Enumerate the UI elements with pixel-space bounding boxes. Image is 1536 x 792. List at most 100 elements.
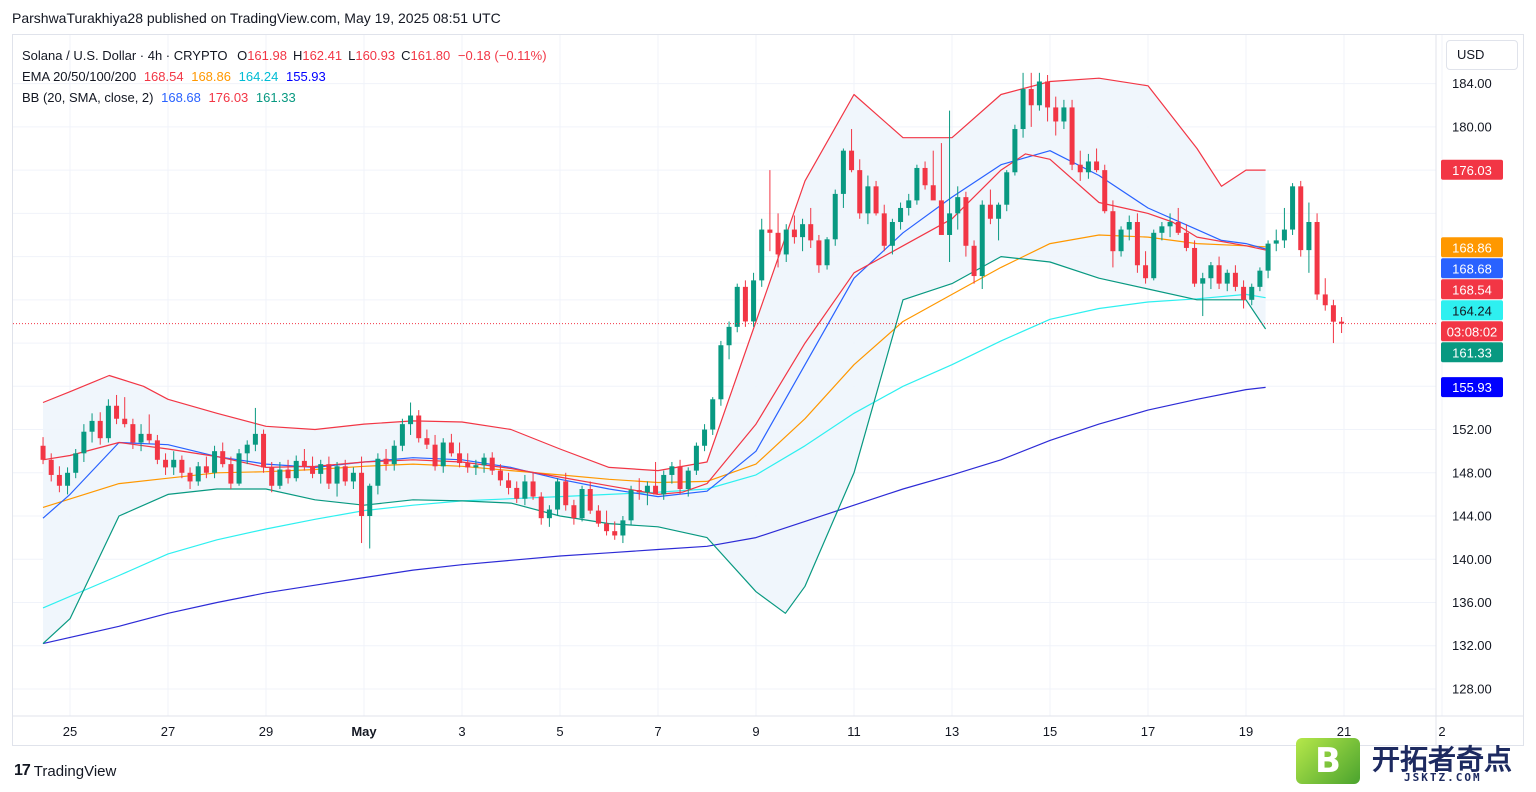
symbol-row[interactable]: Solana / U.S. Dollar · 4h · CRYPTO O161.… xyxy=(22,45,547,66)
ohlc-values: O161.98 H162.41 L160.93 C161.80 xyxy=(231,48,450,63)
candle-body xyxy=(1094,161,1100,171)
candle-body xyxy=(130,424,136,443)
x-tick-label: 7 xyxy=(654,724,661,739)
price-tag-text: 168.86 xyxy=(1452,240,1492,255)
candle-body xyxy=(996,204,1002,219)
y-tick-label: 152.00 xyxy=(1452,422,1492,437)
tradingview-mark-icon: 17 xyxy=(14,762,31,779)
bb-lower-line xyxy=(42,256,1267,645)
candle-body xyxy=(244,444,250,454)
candle-body xyxy=(922,167,928,186)
ohlc-value-o: 161.98 xyxy=(247,48,287,63)
candle-body xyxy=(114,405,120,419)
candle-body xyxy=(81,431,87,454)
candle-body xyxy=(448,442,454,454)
price-tag-176-03 xyxy=(1441,159,1503,180)
candle-body xyxy=(693,445,699,471)
candle-body xyxy=(775,232,781,255)
candle-body xyxy=(1249,286,1255,300)
candle-body xyxy=(40,445,46,460)
candle-body xyxy=(734,286,740,327)
ema200-value: 155.93 xyxy=(286,69,326,84)
candle-body xyxy=(473,465,479,468)
y-tick-label: 140.00 xyxy=(1452,552,1492,567)
candle-body xyxy=(816,240,822,266)
candle-body xyxy=(955,197,961,214)
candle-body xyxy=(824,239,830,266)
candle-body xyxy=(1110,211,1116,252)
candle-body xyxy=(881,213,887,246)
candle-body xyxy=(1192,247,1198,284)
price-tag-161-80 xyxy=(1441,321,1503,342)
candle-body xyxy=(146,433,152,441)
price-tag-text: 168.54 xyxy=(1452,282,1492,297)
candle-body xyxy=(105,405,111,439)
bb-row[interactable]: BB (20, SMA, close, 2) 168.68 176.03 161… xyxy=(22,87,547,108)
candle-body xyxy=(1175,222,1181,233)
currency-button[interactable]: USD xyxy=(1446,40,1518,70)
candle-body xyxy=(1028,89,1034,106)
candle-body xyxy=(236,453,242,484)
candle-body xyxy=(628,490,634,521)
x-tick-label: 11 xyxy=(847,724,861,739)
candle-body xyxy=(416,415,422,439)
candle-body xyxy=(1069,107,1075,165)
candle-body xyxy=(718,345,724,400)
price-tag-text: 164.24 xyxy=(1452,303,1492,318)
candle-body xyxy=(440,442,446,467)
candle-body xyxy=(326,464,332,484)
candle-body xyxy=(1339,321,1345,324)
candle-body xyxy=(228,464,234,484)
candle-body xyxy=(179,459,185,473)
candle-body xyxy=(122,418,128,425)
candle-body xyxy=(1061,107,1067,122)
candle-body xyxy=(636,490,642,493)
x-tick-label: 29 xyxy=(259,724,273,739)
price-tag-text: 168.68 xyxy=(1452,261,1492,276)
price-tag-text: 161.33 xyxy=(1452,345,1492,360)
candle-body xyxy=(285,469,291,479)
x-tick-label: 19 xyxy=(1239,724,1253,739)
x-tick-label: 2 xyxy=(1438,724,1445,739)
bb-band-fill xyxy=(43,78,1266,644)
tradingview-logo[interactable]: 17 TradingView xyxy=(14,762,116,780)
candle-body xyxy=(408,415,414,425)
candle-body xyxy=(1077,164,1083,173)
price-tag-text: 155.93 xyxy=(1452,380,1492,395)
candle-body xyxy=(1314,222,1320,295)
candle-body xyxy=(269,467,275,486)
symbol-title: Solana / U.S. Dollar · 4h · CRYPTO xyxy=(22,48,228,63)
candle-body xyxy=(873,186,879,214)
candle-body xyxy=(1273,240,1279,244)
watermark-badge-icon: B xyxy=(1296,738,1360,784)
bb-label: BB (20, SMA, close, 2) xyxy=(22,90,154,105)
candle-body xyxy=(906,200,912,208)
candle-body xyxy=(800,224,806,238)
x-tick-label: 15 xyxy=(1043,724,1057,739)
candle-body xyxy=(930,185,936,201)
candle-body xyxy=(742,286,748,322)
candle-body xyxy=(669,466,675,475)
chart-frame[interactable] xyxy=(12,34,1524,746)
candle-body xyxy=(1159,226,1165,233)
ema-row[interactable]: EMA 20/50/100/200 168.54 168.86 164.24 1… xyxy=(22,66,547,87)
candle-body xyxy=(555,481,561,510)
candle-body xyxy=(1265,243,1271,271)
candle-body xyxy=(497,470,503,481)
candle-body xyxy=(277,469,283,486)
candle-body xyxy=(375,458,381,486)
candle-body xyxy=(399,424,405,446)
candle-body xyxy=(832,193,838,240)
candle-body xyxy=(514,487,520,499)
watermark-site: JSKTZ.COM xyxy=(1404,771,1482,784)
candle-body xyxy=(481,457,487,466)
candle-body xyxy=(261,433,267,468)
candle-body xyxy=(1012,129,1018,173)
published-header: ParshwaTurakhiya28 published on TradingV… xyxy=(12,10,501,26)
candle-body xyxy=(1085,161,1091,173)
candle-body xyxy=(751,280,757,322)
candle-body xyxy=(710,399,716,430)
candle-body xyxy=(661,474,667,495)
candle-body xyxy=(1053,107,1059,122)
